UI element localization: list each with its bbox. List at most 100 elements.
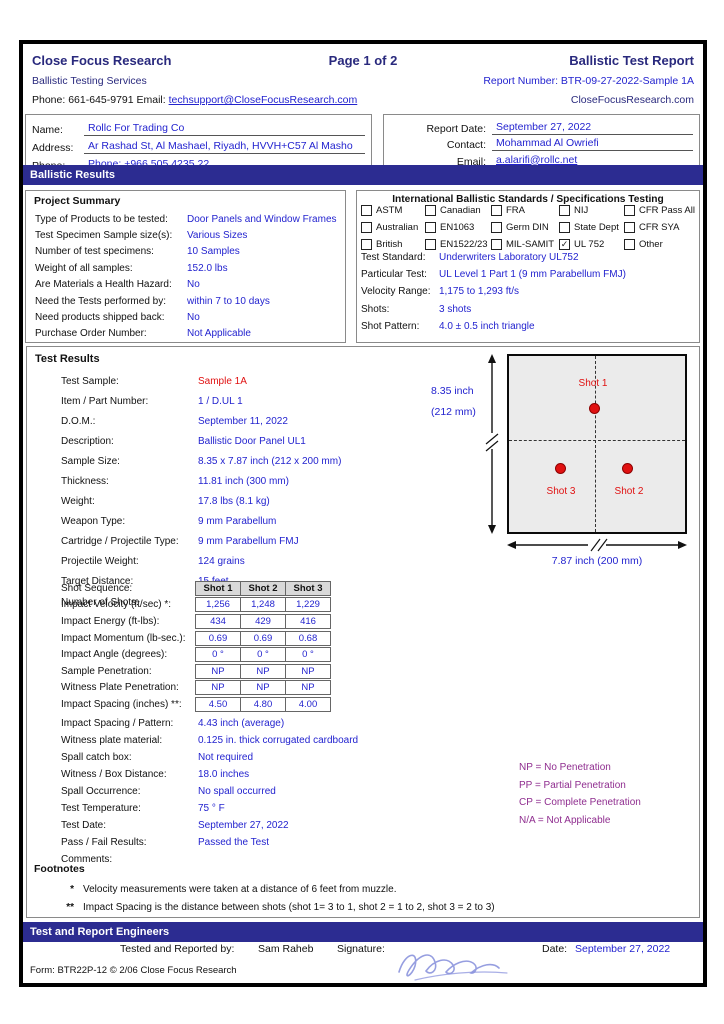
- diagram-horizontal-centerline: [509, 440, 685, 441]
- company-phone-email-prefix: Phone: 661-645-9791 Email:: [32, 94, 169, 106]
- checkbox-box: ✓: [559, 239, 570, 250]
- checkbox-ul752[interactable]: ✓ UL 752: [559, 239, 605, 250]
- checkbox-box: [361, 239, 372, 250]
- checkbox-box: [361, 205, 372, 216]
- std-label: Shots:: [361, 303, 390, 315]
- cell: 0.69: [240, 630, 286, 646]
- cell: NP: [240, 680, 286, 696]
- report-number: Report Number: BTR-09-27-2022-Sample 1A: [483, 75, 694, 87]
- checkbox-canadian[interactable]: Canadian: [425, 205, 481, 216]
- checkbox-australian[interactable]: Australian: [361, 222, 418, 233]
- tr-value: 9 mm Parabellum FMJ: [198, 536, 299, 548]
- checkbox-mil-samit[interactable]: MIL-SAMIT: [491, 239, 554, 250]
- checkbox-astm[interactable]: ASTM: [361, 205, 402, 216]
- checkbox-state-dept[interactable]: State Dept: [559, 222, 619, 233]
- tr-value: Ballistic Door Panel UL1: [198, 435, 306, 447]
- checkbox-other[interactable]: Other: [624, 239, 663, 250]
- cell: NP: [195, 680, 241, 696]
- checkbox-box: [425, 239, 436, 250]
- cell: 0 °: [285, 647, 331, 663]
- checkbox-box: [491, 239, 502, 250]
- shot2-impact-dot: [622, 463, 633, 474]
- tr-label: Witness / Box Distance:: [61, 769, 167, 780]
- checkbox-cfr-pass-all[interactable]: CFR Pass All: [624, 205, 695, 216]
- cell: 4.80: [240, 696, 286, 712]
- project-summary-rows: Type of Products to be tested: Door Panel…: [35, 211, 341, 342]
- ps-label: Purchase Order Number:: [35, 328, 147, 340]
- tested-by-value: Sam Raheb: [258, 943, 314, 955]
- shot-results-table: Shot Sequence: Shot 1 Shot 2 Shot 3 Impact …: [61, 580, 507, 713]
- signature-label: Signature:: [337, 943, 385, 955]
- width-dimension-arrow: [507, 538, 687, 552]
- tr-label: Comments:: [61, 854, 113, 865]
- standards-title: International Ballistic Standards / Spec…: [392, 194, 664, 205]
- footnote-2: ** Impact Spacing is the distance between…: [66, 901, 495, 913]
- std-label: Test Standard:: [361, 252, 426, 264]
- tr-label: Weapon Type:: [61, 516, 126, 528]
- width-dimension-label: 7.87 inch (200 mm): [551, 555, 643, 567]
- table-row: Impact Energy (ft-lbs): 434 429 416: [61, 613, 507, 630]
- tr-value: 8.35 x 7.87 inch (212 x 200 mm): [198, 455, 342, 467]
- ps-label: Weight of all samples:: [35, 262, 133, 274]
- standards-fields: Test Standard: Underwriters Laboratory UL…: [361, 249, 696, 335]
- form-number-line: Form: BTR22P-12 © 2/06 Close Focus Resea…: [30, 965, 237, 976]
- cell: NP: [285, 680, 331, 696]
- company-subtitle: Ballistic Testing Services: [32, 75, 147, 87]
- checkbox-cfr-sya[interactable]: CFR SYA: [624, 222, 679, 233]
- client-address-label: Address:: [32, 142, 74, 154]
- tr-value: 4.43 inch (average): [198, 718, 285, 729]
- diagram-vertical-centerline: [595, 356, 596, 532]
- company-name: Close Focus Research: [32, 53, 172, 68]
- table-row-header: Shot Sequence: Shot 1 Shot 2 Shot 3: [61, 580, 507, 597]
- penetration-legend: NP = No Penetration PP = Partial Penetra…: [519, 759, 641, 829]
- client-address-value: Ar Rashad St, Al Mashael, Riyadh, HVVH+C…: [84, 140, 365, 154]
- col-header-shot2: Shot 2: [240, 580, 286, 596]
- std-label: Velocity Range:: [361, 286, 431, 298]
- std-label: Shot Pattern:: [361, 320, 420, 332]
- tr-value: 18.0 inches: [198, 769, 250, 780]
- legend-item: NP = No Penetration: [519, 762, 611, 774]
- report-date-value: September 27, 2022: [492, 121, 693, 135]
- table-row: Sample Penetration: NP NP NP: [61, 663, 507, 680]
- checkbox-fra[interactable]: FRA: [491, 205, 525, 216]
- checkbox-box: [425, 205, 436, 216]
- tr-label: Test Sample:: [61, 375, 119, 387]
- tr-label: Test Temperature:: [61, 803, 141, 814]
- checkbox-box: [624, 239, 635, 250]
- tr-value-test-sample: Sample 1A: [198, 375, 247, 387]
- checkbox-en1522-23[interactable]: EN1522/23: [425, 239, 488, 250]
- report-document: Close Focus Research Page 1 of 2 Ballist…: [19, 40, 707, 987]
- tr-label: Sample Size:: [61, 455, 120, 467]
- test-results-detail-rows: Impact Spacing / Pattern: 4.43 inch (aver…: [61, 715, 507, 868]
- checkbox-british[interactable]: British: [361, 239, 402, 250]
- client-name-row: Name: Rollc For Trading Co: [32, 118, 365, 136]
- signature-image: [398, 954, 508, 981]
- tr-value: 11.81 inch (300 mm): [198, 476, 289, 488]
- tr-label: Target Distance:: [61, 576, 134, 588]
- cell: 1,248: [240, 597, 286, 613]
- cell: 4.50: [195, 696, 241, 712]
- report-date-label: Report Date:: [426, 122, 486, 135]
- report-title: Ballistic Test Report: [569, 53, 694, 68]
- checkbox-germ-din[interactable]: Germ DIN: [491, 222, 549, 233]
- height-dimension-label-inch: 8.35 inch: [431, 385, 474, 397]
- table-row: Impact Momentum (lb-sec.): 0.69 0.69 0.68: [61, 630, 507, 647]
- engineers-section-bar: Test and Report Engineers: [23, 922, 703, 942]
- tr-label: Description:: [61, 435, 114, 447]
- shot-pattern-diagram: Shot 1 Shot 3 Shot 2: [507, 354, 687, 534]
- ps-value: Door Panels and Window Frames: [187, 213, 337, 225]
- support-email-link[interactable]: techsupport@CloseFocusResearch.com: [168, 94, 358, 106]
- checkbox-box: [624, 205, 635, 216]
- checkbox-nij[interactable]: NIJ: [559, 205, 588, 216]
- ps-value: 10 Samples: [187, 246, 240, 258]
- test-results-info-rows: Test Sample: Sample 1A Item / Part Number…: [61, 371, 507, 612]
- standards-panel: International Ballistic Standards / Spec…: [356, 190, 700, 343]
- cell: 0.69: [195, 630, 241, 646]
- shot1-impact-dot: [589, 403, 600, 414]
- shot1-label: Shot 1: [578, 378, 608, 389]
- ballistic-results-section-bar: Ballistic Results: [23, 165, 703, 185]
- date-value: September 27, 2022: [575, 943, 671, 955]
- tr-label: Impact Spacing / Pattern:: [61, 718, 174, 729]
- checkbox-en1063[interactable]: EN1063: [425, 222, 474, 233]
- table-row: Witness Plate Penetration: NP NP NP: [61, 680, 507, 697]
